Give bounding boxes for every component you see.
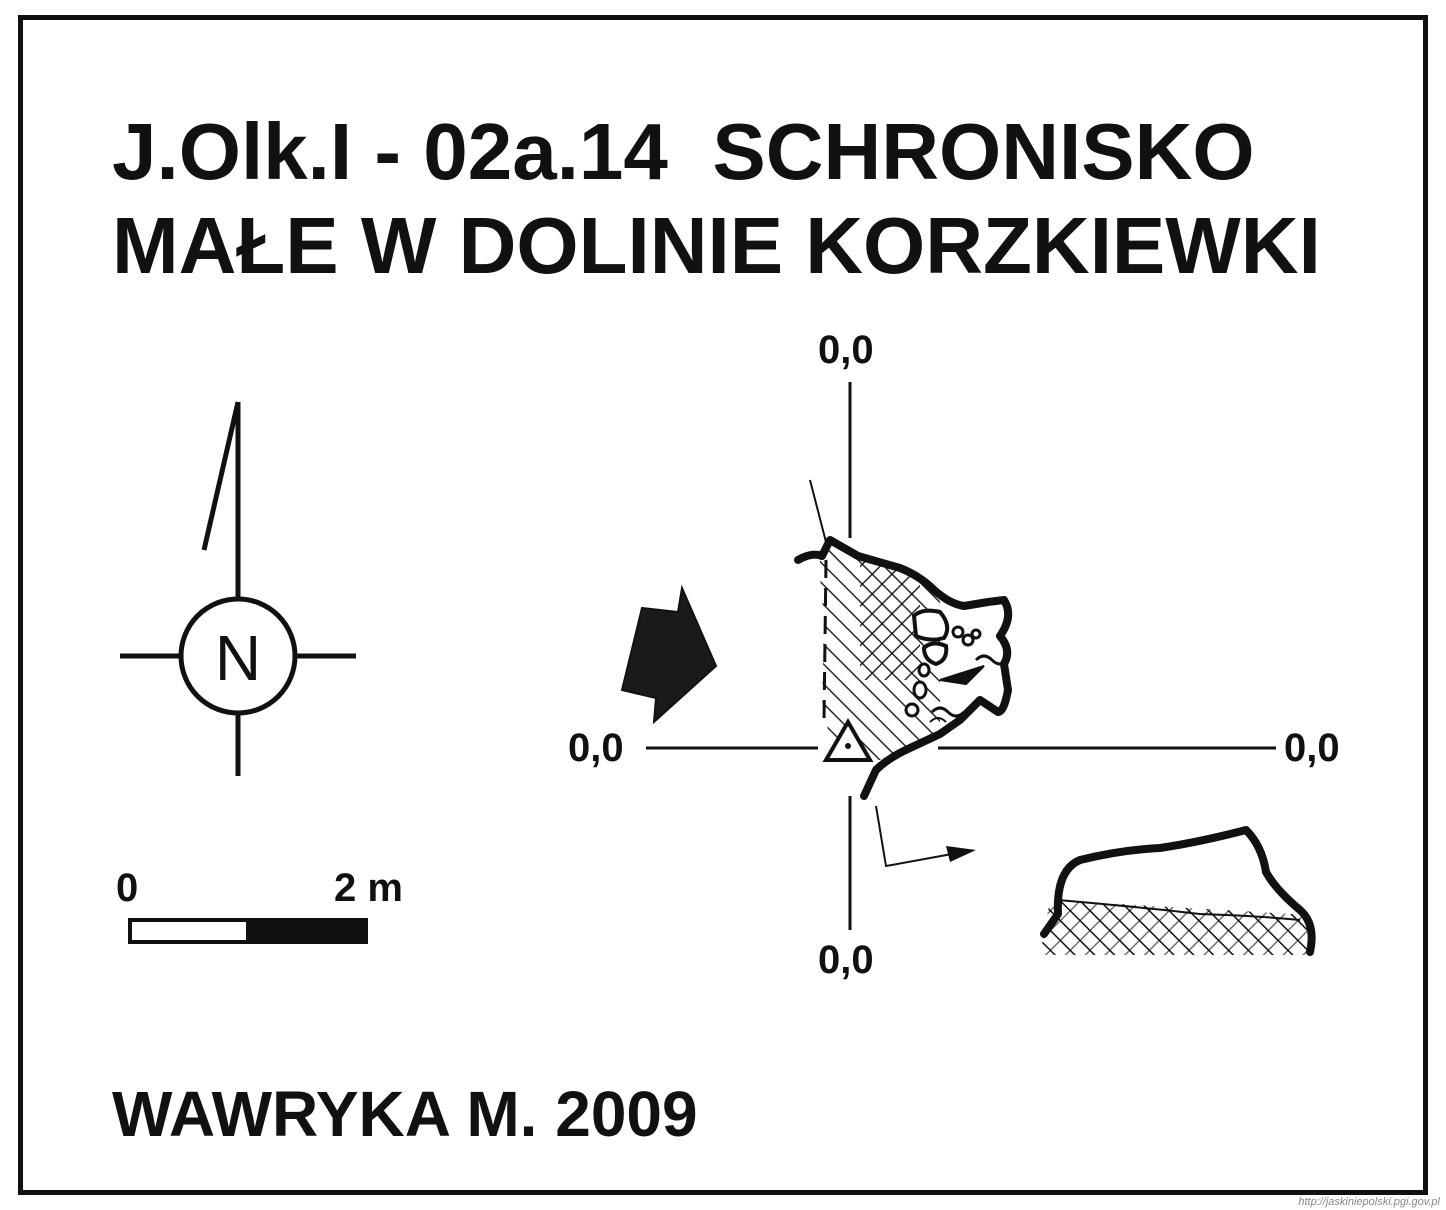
map-title-line-1: J.Olk.I - 02a.14 SCHRONISKO (112, 107, 1255, 196)
section-outline (1040, 826, 1316, 956)
survey-datum-icon (822, 718, 874, 762)
north-circle-icon (178, 596, 298, 716)
coordinate-axes (646, 382, 1276, 930)
author-credit: WAWRYKA M. 2009 (112, 1078, 698, 1150)
north-arrow-icon: N (120, 401, 356, 776)
scale-end-label: 2 m (334, 866, 403, 910)
entrance-arrow-icon (620, 584, 718, 725)
coord-label-top: 0,0 (818, 328, 874, 372)
scale-bar (128, 918, 368, 944)
cave-plan (794, 479, 1013, 800)
source-url: http://jaskiniepolski.pgi.gov.pl (1298, 1196, 1440, 1208)
coord-label-right: 0,0 (1284, 726, 1340, 770)
cave-outline (794, 536, 1013, 800)
scale-bar-black-segment (246, 918, 368, 944)
scale-bar-white-segment (128, 918, 250, 944)
section-line-icon (875, 805, 976, 868)
coord-label-bottom: 0,0 (818, 938, 874, 982)
cave-cross-section (1040, 826, 1316, 956)
coord-label-left: 0,0 (568, 726, 624, 770)
map-title-line-2: MAŁE W DOLINIE KORZKIEWKI (112, 201, 1321, 290)
map-frame (18, 15, 1428, 1195)
north-letter: N (215, 622, 261, 694)
scale-start-label: 0 (116, 866, 139, 910)
